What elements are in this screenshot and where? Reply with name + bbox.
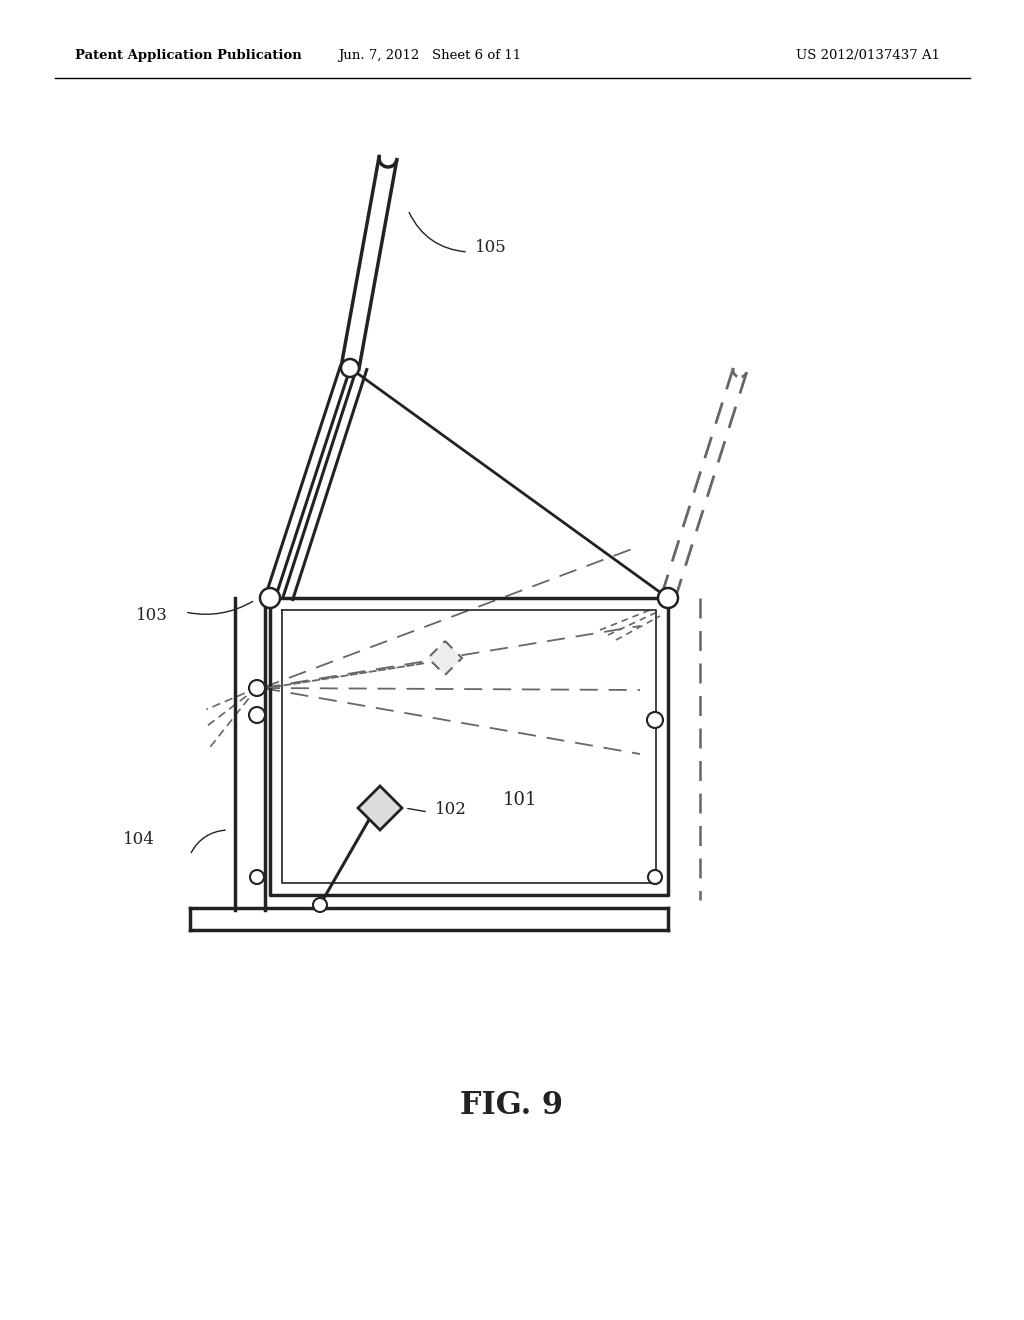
Circle shape xyxy=(341,359,359,378)
Circle shape xyxy=(260,587,280,609)
Text: 103: 103 xyxy=(136,606,168,623)
FancyArrowPatch shape xyxy=(187,602,253,614)
Circle shape xyxy=(313,898,327,912)
Text: Jun. 7, 2012   Sheet 6 of 11: Jun. 7, 2012 Sheet 6 of 11 xyxy=(339,49,521,62)
Circle shape xyxy=(647,711,663,729)
Text: US 2012/0137437 A1: US 2012/0137437 A1 xyxy=(796,49,940,62)
Polygon shape xyxy=(358,785,402,830)
Text: 104: 104 xyxy=(123,832,155,849)
Circle shape xyxy=(658,587,678,609)
Text: 102: 102 xyxy=(435,801,467,818)
Circle shape xyxy=(648,870,662,884)
Circle shape xyxy=(249,708,265,723)
FancyArrowPatch shape xyxy=(410,213,465,252)
FancyArrowPatch shape xyxy=(269,664,423,688)
Text: 101: 101 xyxy=(503,791,538,809)
FancyArrowPatch shape xyxy=(408,808,425,812)
Circle shape xyxy=(249,680,265,696)
FancyArrowPatch shape xyxy=(191,830,225,853)
Text: FIG. 9: FIG. 9 xyxy=(461,1089,563,1121)
Text: 105: 105 xyxy=(475,239,507,256)
Text: Patent Application Publication: Patent Application Publication xyxy=(75,49,302,62)
Circle shape xyxy=(250,870,264,884)
Polygon shape xyxy=(428,642,462,675)
